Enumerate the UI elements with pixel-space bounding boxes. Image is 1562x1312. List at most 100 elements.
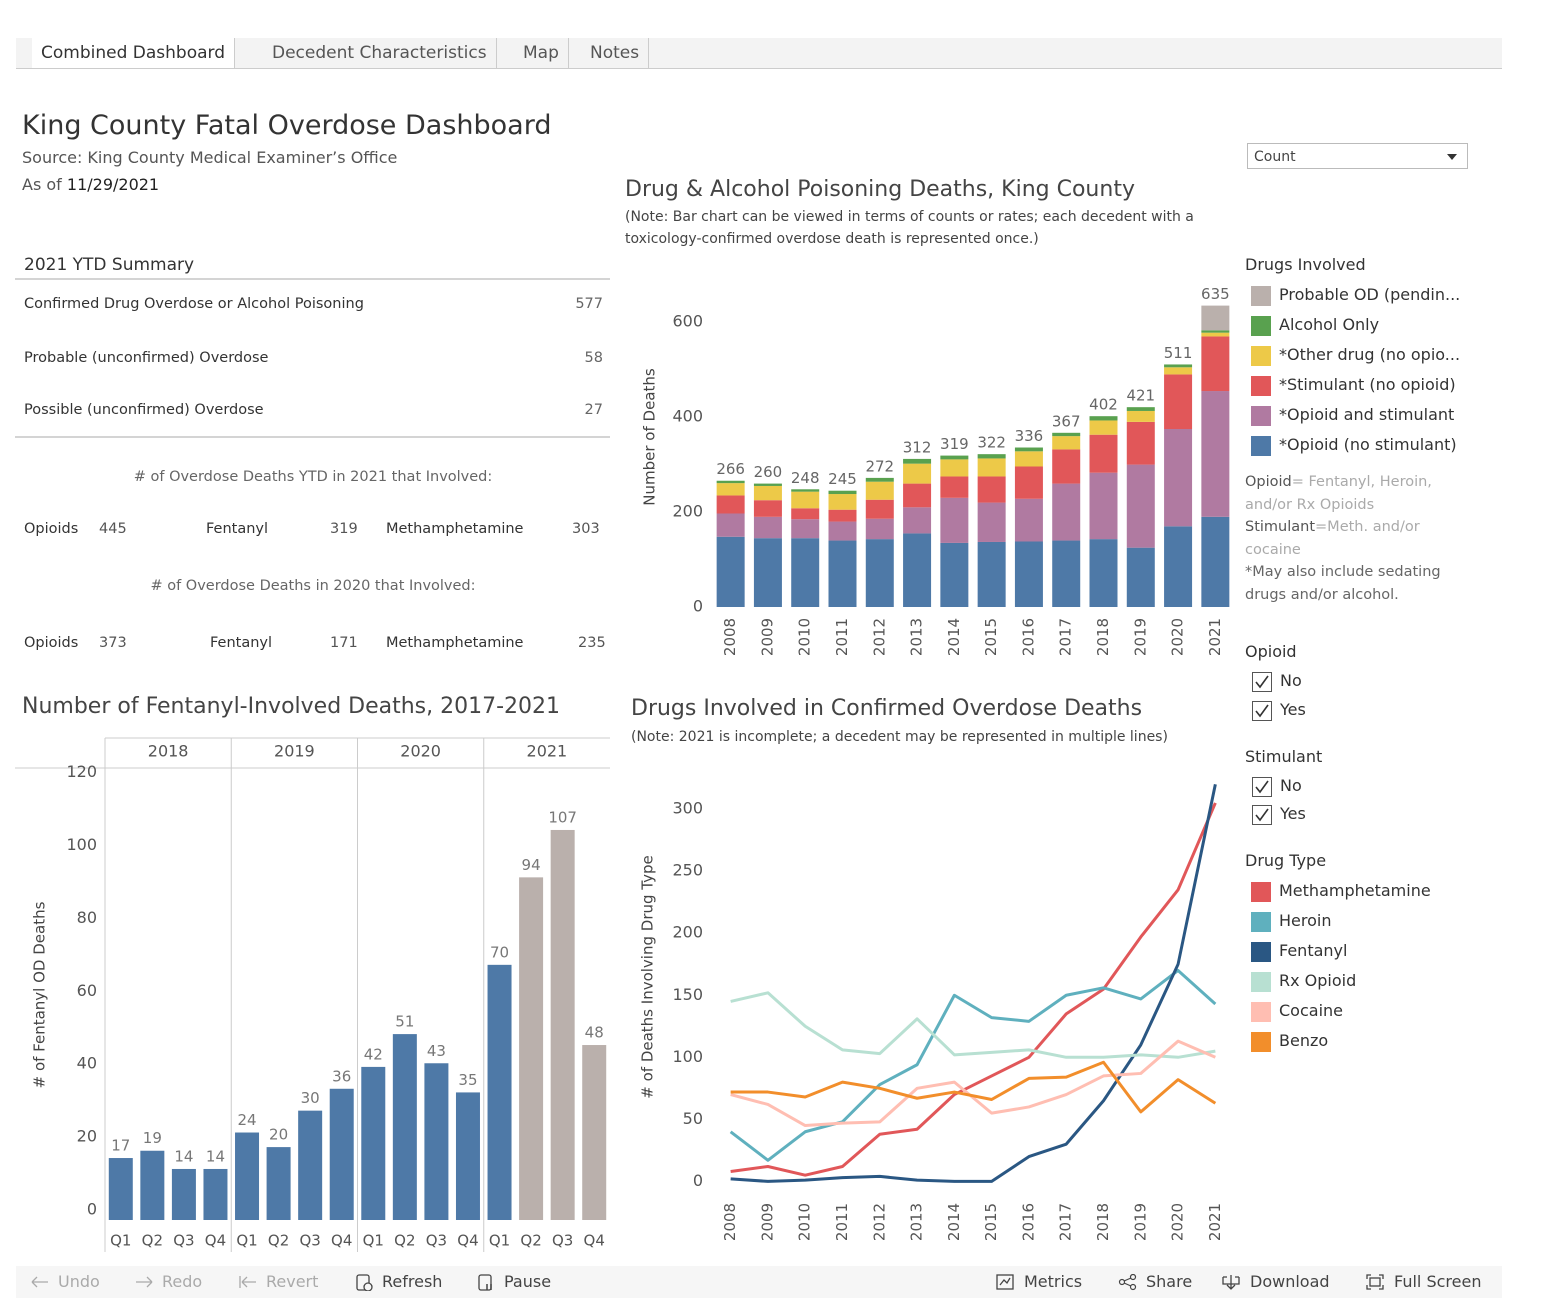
value-label: 48 bbox=[585, 1024, 604, 1042]
legend-swatch bbox=[1251, 285, 1271, 306]
note-term: Stimulant bbox=[1245, 519, 1316, 535]
tab[interactable]: Map bbox=[514, 38, 569, 68]
filter-option[interactable]: No bbox=[1252, 670, 1302, 692]
x-tick-label: Q3 bbox=[552, 1232, 573, 1250]
involved-value: 303 bbox=[572, 521, 600, 537]
legend-item[interactable]: Methamphetamine bbox=[1251, 880, 1431, 902]
legend-swatch bbox=[1251, 435, 1271, 456]
involved-value: 171 bbox=[330, 635, 358, 651]
legend-swatch bbox=[1251, 941, 1271, 962]
involved-heading: # of Overdose Deaths in 2020 that Involv… bbox=[150, 578, 476, 594]
legend-item[interactable]: Fentanyl bbox=[1251, 940, 1347, 962]
x-tick-label: Q1 bbox=[110, 1232, 131, 1250]
legend-label: Rx Opioid bbox=[1279, 971, 1357, 990]
bar-segment bbox=[1052, 483, 1081, 541]
legend-item[interactable]: Rx Opioid bbox=[1251, 970, 1356, 992]
x-tick-label: 2013 bbox=[908, 618, 926, 656]
bar-segment bbox=[903, 483, 932, 508]
toolbar-button[interactable]: Revert bbox=[238, 1266, 318, 1298]
y-tick-label: 400 bbox=[672, 407, 703, 426]
toolbar-icon bbox=[996, 1274, 1014, 1290]
involved-label: Fentanyl bbox=[210, 635, 273, 651]
bar-segment bbox=[865, 499, 894, 519]
x-tick-label: 2008 bbox=[721, 1203, 739, 1241]
toolbar-icon bbox=[1366, 1274, 1384, 1290]
filter-option[interactable]: Yes bbox=[1252, 803, 1306, 825]
legend-label: Fentanyl bbox=[1279, 941, 1348, 960]
y-tick-label: 100 bbox=[66, 835, 97, 854]
tab[interactable]: Notes bbox=[581, 38, 650, 68]
bar-segment bbox=[791, 491, 820, 509]
filter-title: Stimulant bbox=[1245, 747, 1323, 766]
dashboard-title: King County Fatal Overdose Dashboard bbox=[22, 110, 552, 141]
toolbar-button[interactable]: Download bbox=[1222, 1266, 1330, 1298]
bar-segment bbox=[1201, 336, 1230, 392]
x-tick-label: Q1 bbox=[489, 1232, 510, 1250]
total-label: 635 bbox=[1201, 285, 1230, 303]
legend-item[interactable]: *Opioid and stimulant bbox=[1251, 404, 1454, 426]
note-text: *May also include sedating drugs and/or … bbox=[1245, 564, 1441, 603]
y-tick-label: 120 bbox=[66, 762, 97, 781]
legend-item[interactable]: Heroin bbox=[1251, 910, 1331, 932]
x-tick-label: 2018 bbox=[1094, 618, 1112, 656]
toolbar-button[interactable]: Undo bbox=[30, 1266, 100, 1298]
filter-option[interactable]: No bbox=[1252, 775, 1302, 797]
bar-segment bbox=[865, 539, 894, 607]
y-tick-label: 600 bbox=[672, 312, 703, 331]
x-tick-label: 2020 bbox=[1169, 618, 1187, 656]
involved-value: 235 bbox=[578, 635, 606, 651]
bar-segment bbox=[828, 490, 857, 495]
x-tick-label: 2021 bbox=[1206, 618, 1224, 656]
bar bbox=[298, 1110, 323, 1220]
legend-item[interactable]: *Other drug (no opio... bbox=[1251, 344, 1460, 366]
tab[interactable]: Decedent Characteristics bbox=[263, 38, 497, 68]
bar-segment bbox=[977, 541, 1006, 607]
line bbox=[730, 1060, 1217, 1114]
note: *May also include sedating drugs and/or … bbox=[1245, 561, 1470, 606]
toolbar-button[interactable]: Share bbox=[1118, 1266, 1192, 1298]
bar-segment bbox=[865, 481, 894, 500]
toolbar-button[interactable]: Refresh bbox=[354, 1266, 442, 1298]
toolbar-button[interactable]: Redo bbox=[134, 1266, 202, 1298]
x-tick-label: 2012 bbox=[870, 618, 888, 656]
bar-segment bbox=[716, 483, 745, 496]
legend-label: *Stimulant (no opioid) bbox=[1279, 375, 1456, 394]
group-label: 2018 bbox=[148, 742, 189, 761]
legend-item[interactable]: *Opioid (no stimulant) bbox=[1251, 434, 1457, 456]
bar bbox=[329, 1088, 354, 1220]
legend-item[interactable]: Benzo bbox=[1251, 1030, 1328, 1052]
measure-dropdown[interactable]: Count bbox=[1247, 143, 1468, 169]
legend-item[interactable]: Alcohol Only bbox=[1251, 314, 1379, 336]
bar-segment bbox=[1089, 434, 1118, 473]
bar-segment bbox=[1014, 466, 1043, 499]
as-of-date: 11/29/2021 bbox=[66, 175, 160, 194]
legend-item[interactable]: Probable OD (pendin... bbox=[1251, 284, 1460, 306]
legend-label: Alcohol Only bbox=[1279, 315, 1380, 334]
line bbox=[730, 991, 1216, 1059]
toolbar-button[interactable]: Pause bbox=[476, 1266, 551, 1298]
legend-item[interactable]: Cocaine bbox=[1251, 1000, 1343, 1022]
tab[interactable]: Combined Dashboard bbox=[32, 38, 236, 68]
x-tick-label: Q1 bbox=[363, 1232, 384, 1250]
involved-value: 319 bbox=[330, 521, 358, 537]
legend-label: *Other drug (no opio... bbox=[1279, 345, 1461, 364]
bar-segment bbox=[1014, 541, 1043, 607]
x-tick-label: Q3 bbox=[299, 1232, 320, 1250]
x-tick-label: 2016 bbox=[1019, 1203, 1037, 1241]
dropdown-arrow bbox=[1447, 154, 1457, 160]
x-tick-label: Q4 bbox=[205, 1232, 226, 1250]
bar-segment bbox=[791, 519, 820, 539]
total-label: 367 bbox=[1052, 412, 1081, 430]
legend-item[interactable]: *Stimulant (no opioid) bbox=[1251, 374, 1456, 396]
chart-title: Drugs Involved in Confirmed Overdose Dea… bbox=[631, 696, 1143, 721]
bar bbox=[582, 1045, 607, 1220]
x-tick-label: Q4 bbox=[331, 1232, 352, 1250]
bar-segment bbox=[753, 483, 782, 486]
legend-label: Probable OD (pendin... bbox=[1279, 285, 1461, 304]
filter-option[interactable]: Yes bbox=[1252, 699, 1306, 721]
toolbar-button[interactable]: Metrics bbox=[996, 1266, 1082, 1298]
source: Source: King County Medical Examiner’s O… bbox=[22, 148, 398, 167]
toolbar-button[interactable]: Full Screen bbox=[1366, 1266, 1481, 1298]
x-tick-label: 2010 bbox=[796, 1203, 814, 1241]
